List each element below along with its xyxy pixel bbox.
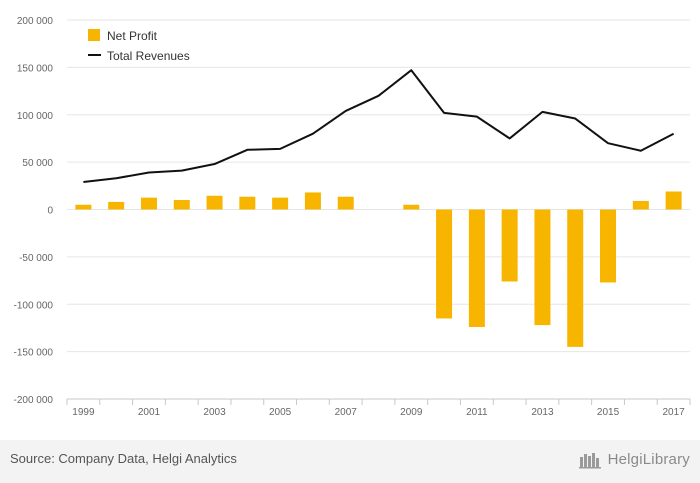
x-tick-label: 2011	[466, 407, 488, 418]
y-tick-label: 0	[47, 206, 53, 217]
y-tick-label: -200 000	[14, 395, 54, 406]
bar	[567, 209, 584, 347]
y-tick-label: 150 000	[17, 63, 54, 74]
bar	[436, 209, 453, 319]
revenue-line	[83, 69, 675, 184]
y-tick-label: 200 000	[17, 16, 54, 27]
legend-label-net-profit: Net Profit	[107, 29, 158, 43]
y-tick-label: -50 000	[19, 253, 53, 264]
bar	[501, 209, 518, 282]
bar-series	[75, 191, 682, 347]
bar	[272, 197, 289, 210]
bar	[468, 209, 485, 327]
x-axis: 1999 2001 2003 2005 2007 2009 2011 2013 2015 2017	[66, 398, 691, 418]
bar	[534, 209, 551, 326]
x-tick-label: 2009	[400, 407, 423, 418]
legend-label-total-revenues: Total Revenues	[107, 49, 190, 63]
x-tick-label: 2013	[531, 407, 554, 418]
line-series	[83, 69, 675, 184]
x-tick-label: 2005	[269, 407, 292, 418]
bar	[173, 200, 190, 210]
brand-logo: HelgiLibrary	[578, 449, 690, 469]
y-tick-label: 50 000	[22, 158, 53, 169]
brand-name: HelgiLibrary	[607, 450, 690, 468]
bar	[665, 191, 682, 210]
grid	[67, 19, 690, 400]
bar	[337, 196, 354, 210]
source-text: Source: Company Data, Helgi Analytics	[10, 451, 237, 466]
x-tick-label: 2015	[597, 407, 620, 418]
x-tick-label: 2003	[203, 407, 226, 418]
bar	[304, 192, 321, 210]
y-tick-label: -150 000	[14, 348, 54, 359]
legend: Net Profit Total Revenues	[88, 29, 190, 63]
x-tick-label: 2001	[138, 407, 161, 418]
legend-swatch-net-profit	[88, 29, 100, 41]
x-tick-label: 2007	[335, 407, 358, 418]
bar	[108, 201, 125, 210]
bar	[206, 195, 223, 210]
x-tick-label: 2017	[662, 407, 685, 418]
y-tick-label: -100 000	[14, 300, 54, 311]
y-axis: 200 000 150 000 100 000 50 000 0 -50 000 -100 …	[14, 16, 54, 406]
chart-svg: 200 000 150 000 100 000 50 000 0 -50 000 -100 …	[14, 16, 691, 418]
bar	[632, 200, 649, 210]
x-tick-label: 1999	[72, 407, 95, 418]
bar	[75, 204, 92, 210]
chart: 200 000 150 000 100 000 50 000 0 -50 000 -100 …	[14, 16, 691, 418]
bar	[140, 197, 157, 210]
library-icon	[578, 453, 601, 469]
footer: Source: Company Data, Helgi Analytics He…	[0, 440, 700, 483]
bar	[600, 209, 617, 283]
bar	[239, 196, 256, 210]
bar	[403, 204, 420, 210]
y-tick-label: 100 000	[17, 111, 54, 122]
